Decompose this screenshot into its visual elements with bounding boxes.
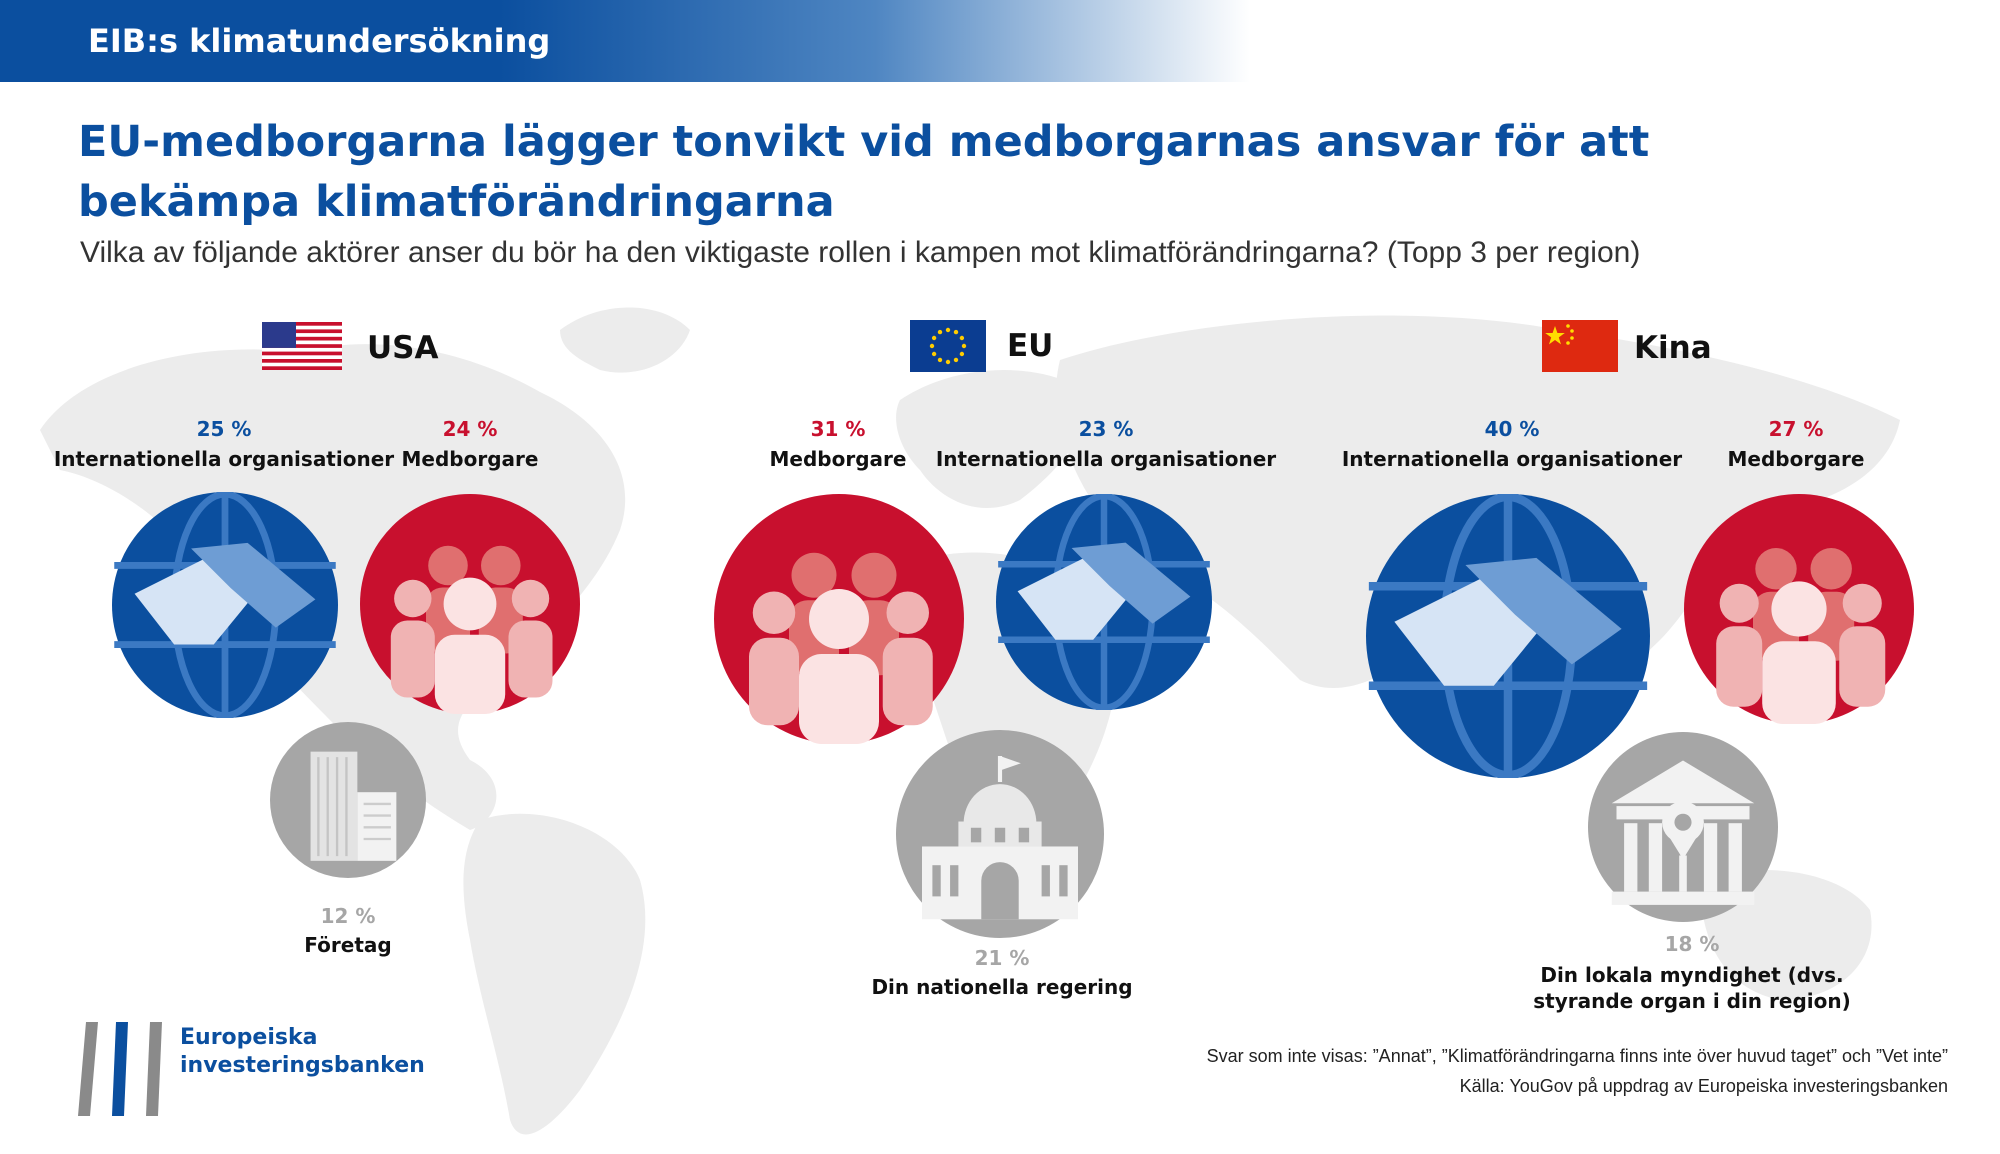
eu-flag-icon bbox=[910, 320, 986, 372]
usa-citizens-bubble bbox=[360, 494, 580, 714]
chart-subtitle: Vilka av följande aktörer anser du bör h… bbox=[80, 236, 1641, 269]
category-label-china-international: Internationella organisationer bbox=[1341, 447, 1683, 471]
usa-companies-bubble bbox=[270, 722, 426, 878]
data-label-china-local-authority: 18 % bbox=[1664, 932, 1720, 956]
china-citizens-bubble bbox=[1684, 494, 1914, 724]
eu-international-bubble bbox=[996, 494, 1212, 710]
category-label-eu-citizens: Medborgare bbox=[769, 447, 907, 471]
category-label-eu-national-government: Din nationella regering bbox=[871, 975, 1133, 999]
category-label-china-local-authority: Din lokala myndighet (dvs. styrande orga… bbox=[1533, 962, 1850, 1014]
footnote-not-shown: Svar som inte visas: ”Annat”, ”Klimatför… bbox=[1206, 1046, 1948, 1066]
logo-line-1: Europeiska bbox=[180, 1025, 318, 1050]
logo-line-2: investeringsbanken bbox=[180, 1053, 425, 1078]
data-label-eu-national-government: 21 % bbox=[974, 946, 1030, 970]
eib-logo-text: Europeiska investeringsbanken bbox=[180, 1024, 425, 1080]
local-authority-label-line-2: styrande organ i din region) bbox=[1533, 989, 1851, 1013]
region-label-usa: USA bbox=[367, 330, 439, 366]
category-label-usa-citizens: Medborgare bbox=[401, 447, 539, 471]
usa-flag-icon bbox=[262, 322, 342, 370]
china-international-bubble bbox=[1366, 494, 1650, 778]
china-flag-icon bbox=[1542, 320, 1618, 372]
title-line-1: EU-medborgarna lägger tonvikt vid medbor… bbox=[78, 117, 1650, 167]
data-label-usa-international: 25 % bbox=[196, 417, 252, 441]
category-label-usa-international: Internationella organisationer bbox=[53, 447, 395, 471]
local-authority-label-line-1: Din lokala myndighet (dvs. bbox=[1540, 963, 1844, 987]
eu-national-government-bubble bbox=[896, 730, 1104, 938]
banner-title: EIB:s klimatundersökning bbox=[88, 22, 551, 60]
usa-international-bubble bbox=[112, 492, 338, 718]
title-line-2: bekämpa klimatförändringarna bbox=[78, 177, 835, 227]
data-label-usa-companies: 12 % bbox=[320, 904, 376, 928]
page-title: EU-medborgarna lägger tonvikt vid medbor… bbox=[78, 112, 1778, 232]
category-label-usa-companies: Företag bbox=[304, 933, 392, 957]
eu-citizens-bubble bbox=[714, 494, 964, 744]
region-label-eu: EU bbox=[1007, 328, 1054, 364]
category-label-china-citizens: Medborgare bbox=[1727, 447, 1865, 471]
eib-logo-icon bbox=[78, 1022, 162, 1116]
data-label-usa-citizens: 24 % bbox=[442, 417, 498, 441]
data-label-china-international: 40 % bbox=[1484, 417, 1540, 441]
data-label-eu-international: 23 % bbox=[1078, 417, 1134, 441]
china-local-authority-bubble bbox=[1588, 732, 1778, 922]
data-label-china-citizens: 27 % bbox=[1768, 417, 1824, 441]
data-label-eu-citizens: 31 % bbox=[810, 417, 866, 441]
category-label-eu-international: Internationella organisationer bbox=[935, 447, 1277, 471]
header-banner bbox=[0, 0, 1250, 82]
source-note: Källa: YouGov på uppdrag av Europeiska i… bbox=[1459, 1076, 1948, 1096]
region-label-china: Kina bbox=[1634, 330, 1712, 366]
